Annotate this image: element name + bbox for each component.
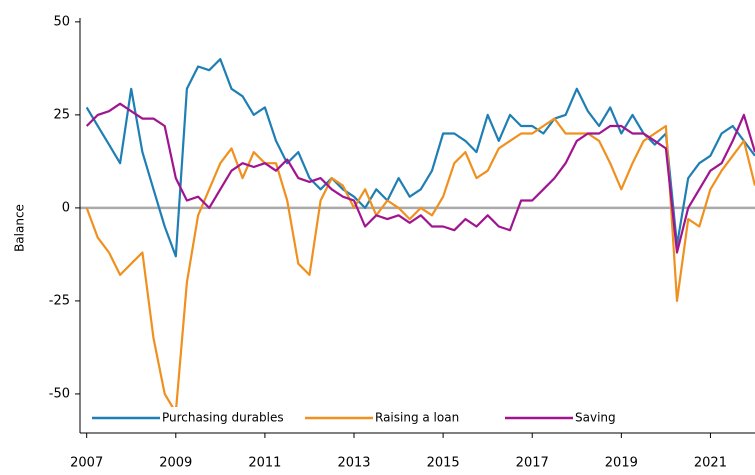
y-tick-label: 50 bbox=[53, 14, 70, 29]
x-tick-label: 2009 bbox=[159, 456, 192, 471]
x-tick-label: 2007 bbox=[70, 456, 103, 471]
x-tick-label: 2015 bbox=[427, 456, 460, 471]
x-tick-label: 2013 bbox=[337, 456, 370, 471]
y-tick-label: 0 bbox=[62, 200, 70, 215]
x-tick-label: 2011 bbox=[248, 456, 281, 471]
series-line bbox=[85, 102, 755, 254]
x-tick-label: 2021 bbox=[694, 456, 727, 471]
x-tick-label: 2017 bbox=[516, 456, 549, 471]
legend-label: Saving bbox=[575, 411, 616, 425]
x-tick-label: 2019 bbox=[605, 456, 638, 471]
series-line bbox=[85, 58, 755, 258]
series-line bbox=[85, 117, 755, 414]
legend-label: Raising a loan bbox=[375, 411, 459, 425]
legend-label: Purchasing durables bbox=[162, 411, 284, 425]
y-tick-label: -50 bbox=[49, 386, 70, 401]
y-axis-label: Balance bbox=[13, 204, 27, 252]
y-tick-label: 25 bbox=[53, 107, 70, 122]
y-tick-label: -25 bbox=[49, 293, 70, 308]
